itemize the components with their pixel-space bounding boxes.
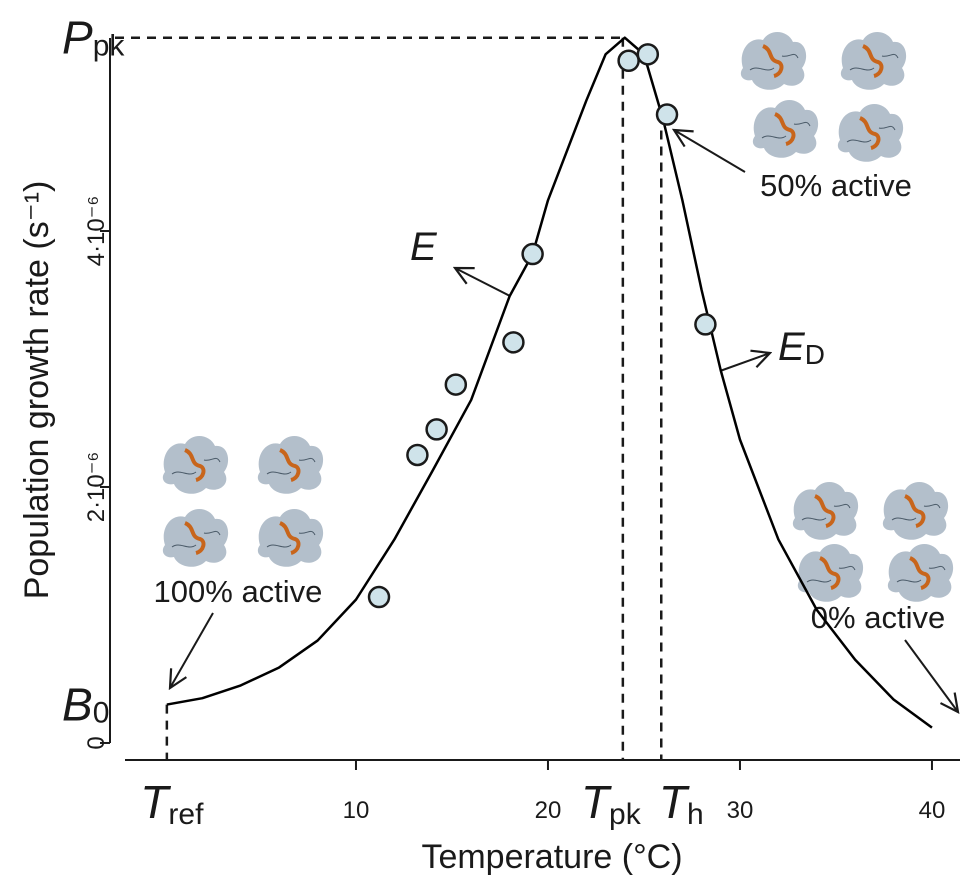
arrow: [674, 130, 746, 173]
data-point: [425, 418, 448, 441]
annotation: 50% active: [760, 168, 912, 203]
protein-icon: [887, 543, 954, 602]
data-point: [636, 43, 660, 66]
arrow: [904, 639, 958, 712]
y-marker-label: Ppk: [62, 12, 125, 64]
protein-strand: [904, 494, 926, 528]
protein-icon: [837, 103, 904, 162]
y-tick-label: 2·10⁻⁶: [83, 452, 110, 523]
subscript: h: [687, 798, 704, 831]
protein-icon: [162, 435, 229, 494]
x-tick-label: 30: [727, 797, 754, 824]
data-point: [694, 313, 717, 336]
data-point: [367, 585, 391, 609]
protein-strand: [814, 494, 836, 528]
x-marker-label: Tref: [140, 776, 204, 831]
data-point: [406, 443, 429, 467]
annotation-symbol: ED: [778, 325, 825, 370]
protein-detail: [761, 121, 811, 139]
x-axis-label: Temperature (°C): [421, 838, 682, 876]
y-tick-label: 0: [83, 736, 110, 749]
protein-strand: [184, 521, 206, 555]
protein-strand: [859, 116, 881, 150]
symbol: T: [581, 776, 612, 828]
protein-detail: [171, 457, 221, 475]
protein-icon: [840, 31, 907, 90]
data-point: [655, 103, 679, 126]
protein-strand: [279, 521, 301, 555]
symbol: T: [140, 776, 171, 828]
subscript: ref: [168, 798, 204, 831]
subscript: pk: [609, 798, 642, 831]
protein-icon: [882, 481, 949, 540]
arrow: [455, 268, 511, 297]
protein-detail: [749, 53, 799, 71]
data-point: [617, 49, 640, 73]
x-marker-label: Th: [659, 776, 704, 831]
arrow: [170, 612, 214, 688]
annotation: 100% active: [154, 574, 323, 609]
y-axis-label: Population growth rate (s⁻¹): [18, 181, 56, 600]
x-tick-label: 40: [919, 797, 946, 824]
symbol: T: [659, 776, 690, 828]
protein-icon: [257, 435, 324, 494]
protein-strand: [819, 556, 841, 590]
protein-strand: [279, 448, 301, 482]
subscript: pk: [93, 30, 126, 63]
protein-detail: [849, 53, 899, 71]
protein-strand: [862, 44, 884, 78]
y-marker-label: B0: [62, 679, 109, 731]
x-tick-label: 20: [535, 797, 562, 824]
x-tick-label: 10: [343, 797, 370, 824]
protein-detail: [266, 530, 316, 548]
subscript: D: [805, 339, 825, 370]
model-curve: [166, 36, 933, 729]
x-marker-label: Tpk: [581, 776, 642, 831]
symbol: E: [778, 325, 806, 369]
symbol: B: [62, 679, 93, 731]
symbol: P: [62, 12, 93, 64]
protein-icon: [162, 508, 229, 567]
protein-detail: [266, 457, 316, 475]
protein-icon: [740, 31, 807, 90]
data-point: [521, 242, 544, 266]
protein-detail: [806, 565, 856, 583]
protein-strand: [774, 112, 796, 146]
protein-detail: [171, 530, 221, 548]
protein-strand: [762, 44, 784, 78]
protein-icon: [797, 543, 864, 602]
protein-icons: [162, 31, 954, 602]
annotation-symbol: E: [410, 225, 438, 269]
protein-detail: [801, 503, 851, 521]
y-tick-label: 4·10⁻⁶: [83, 196, 110, 267]
protein-icon: [752, 99, 819, 158]
protein-icon: [792, 481, 859, 540]
protein-detail: [846, 125, 896, 143]
protein-strand: [909, 556, 931, 590]
protein-strand: [184, 448, 206, 482]
subscript: 0: [93, 697, 110, 730]
arrow: [719, 353, 770, 372]
data-point: [444, 373, 468, 396]
protein-icon: [257, 508, 324, 567]
protein-detail: [891, 503, 941, 521]
data-point: [502, 331, 525, 354]
protein-detail: [896, 565, 946, 583]
arrows: [170, 130, 958, 712]
